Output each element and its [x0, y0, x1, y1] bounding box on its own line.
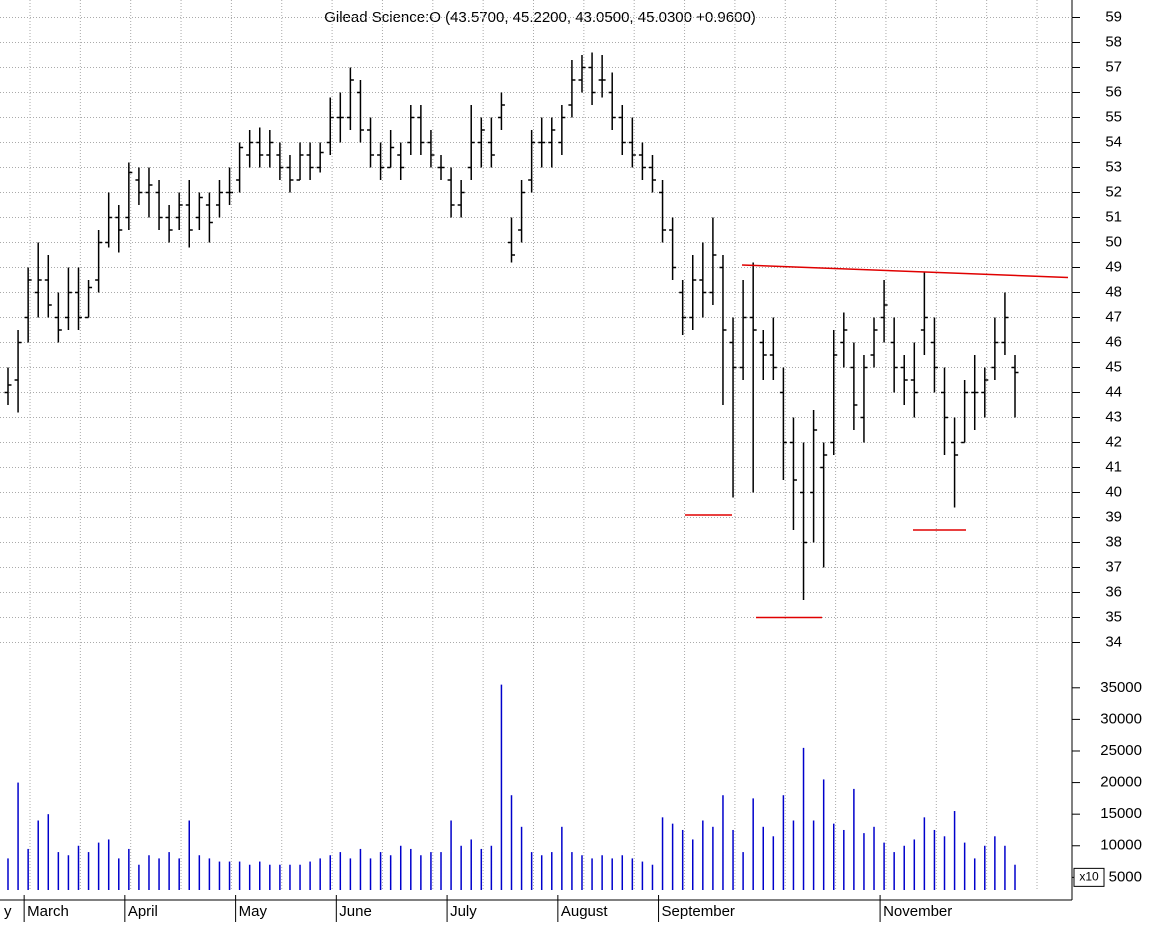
volume-tick-label: 10000 — [1100, 837, 1142, 854]
volume-tick-label: 15000 — [1100, 805, 1142, 822]
volume-tick-label: 25000 — [1100, 742, 1142, 759]
y-tick-label: 57 — [1105, 58, 1122, 75]
y-tick-label: 49 — [1105, 258, 1122, 275]
x-tick-label: March — [27, 903, 69, 920]
x-tick-label: June — [339, 903, 372, 920]
x-tick-label: April — [128, 903, 158, 920]
y-tick-label: 48 — [1105, 283, 1122, 300]
x-tick-label: August — [561, 903, 609, 920]
y-tick-label: 51 — [1105, 208, 1122, 225]
x-tick-label: May — [239, 903, 268, 920]
x-tick-label: July — [450, 903, 477, 920]
y-tick-label: 43 — [1105, 408, 1122, 425]
y-tick-label: 53 — [1105, 158, 1122, 175]
y-tick-label: 54 — [1105, 133, 1122, 150]
y-tick-label: 56 — [1105, 83, 1122, 100]
volume-tick-label: 35000 — [1100, 679, 1142, 696]
y-tick-label: 41 — [1105, 458, 1122, 475]
y-tick-label: 47 — [1105, 308, 1122, 325]
volume-tick-label: 20000 — [1100, 774, 1142, 791]
y-tick-label: 38 — [1105, 533, 1122, 550]
volume-multiplier: x10 — [1079, 870, 1099, 884]
y-tick-label: 58 — [1105, 33, 1122, 50]
y-tick-label: 42 — [1105, 433, 1122, 450]
y-tick-label: 46 — [1105, 333, 1122, 350]
y-tick-label: 59 — [1105, 8, 1122, 25]
drawn-line — [741, 264, 1069, 279]
multiplier-box — [1073, 867, 1105, 887]
y-tick-label: 36 — [1105, 583, 1122, 600]
y-tick-label: 55 — [1105, 108, 1122, 125]
y-tick-label: 37 — [1105, 558, 1122, 575]
y-tick-label: 35 — [1105, 608, 1122, 625]
x-tick-label: y — [4, 903, 12, 920]
volume-tick-label: 30000 — [1100, 710, 1142, 727]
x-tick-label: November — [883, 903, 952, 920]
y-tick-label: 44 — [1105, 383, 1122, 400]
y-tick-label: 39 — [1105, 508, 1122, 525]
y-tick-label: 34 — [1105, 633, 1122, 650]
x-tick-label: September — [662, 903, 735, 920]
y-tick-label: 40 — [1105, 483, 1122, 500]
y-tick-label: 52 — [1105, 183, 1122, 200]
y-tick-label: 45 — [1105, 358, 1122, 375]
volume-tick-label: 5000 — [1109, 868, 1142, 885]
y-tick-label: 50 — [1105, 233, 1122, 250]
